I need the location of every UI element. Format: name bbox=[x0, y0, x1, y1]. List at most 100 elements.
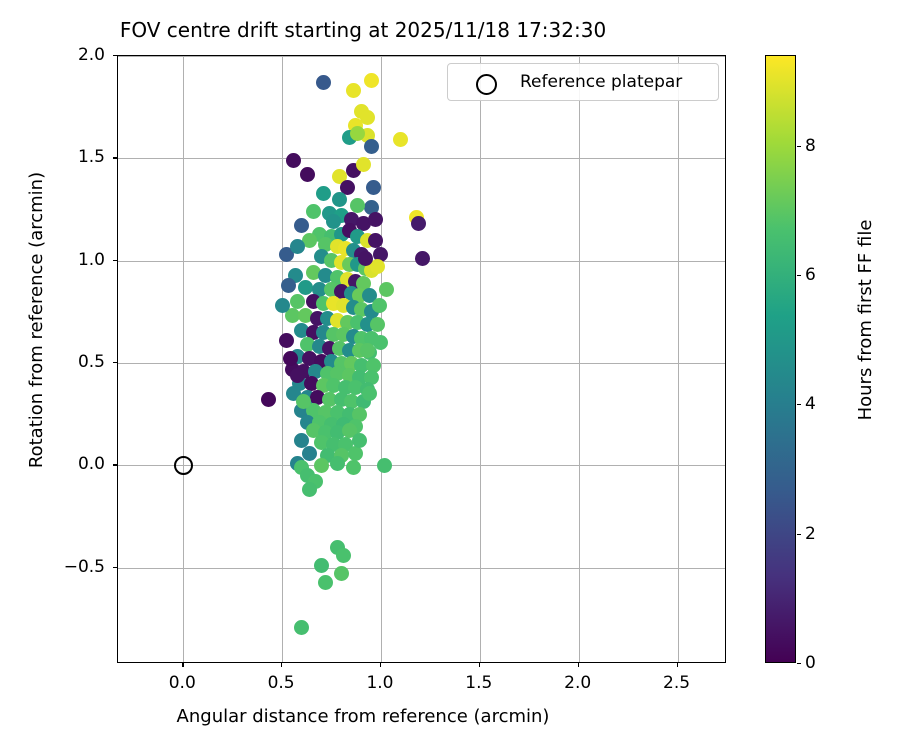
scatter-point bbox=[363, 73, 379, 89]
y-tick bbox=[113, 464, 117, 466]
colorbar-tick-label: 8 bbox=[805, 135, 816, 156]
y-gridline bbox=[118, 567, 725, 569]
scatter-point bbox=[304, 376, 320, 392]
scatter-point bbox=[333, 566, 349, 582]
scatter-point bbox=[345, 459, 361, 475]
scatter-point bbox=[306, 265, 322, 281]
x-tick-label: 1.0 bbox=[366, 673, 394, 693]
scatter-point bbox=[355, 156, 371, 172]
x-tick bbox=[379, 663, 382, 667]
y-gridline bbox=[118, 56, 725, 57]
scatter-point bbox=[379, 281, 395, 297]
colorbar-tick-label: 4 bbox=[805, 394, 816, 415]
scatter-point bbox=[302, 232, 318, 248]
scatter-point bbox=[335, 548, 351, 563]
y-tick-label: 0.0 bbox=[77, 454, 105, 475]
y-tick-label: 1.5 bbox=[77, 147, 105, 168]
y-tick bbox=[113, 259, 117, 261]
colorbar-gradient bbox=[766, 56, 795, 662]
legend-box[interactable]: Reference platepar bbox=[447, 63, 719, 101]
scatter-point bbox=[308, 363, 324, 379]
legend-circle-icon bbox=[476, 74, 497, 95]
scatter-point bbox=[357, 251, 373, 267]
scatter-point bbox=[314, 435, 330, 451]
colorbar bbox=[765, 55, 796, 663]
scatter-point bbox=[290, 367, 306, 383]
x-tick-label: 2.0 bbox=[564, 673, 592, 693]
scatter-point bbox=[369, 316, 385, 332]
scatter-point bbox=[306, 402, 322, 418]
scatter-point bbox=[300, 167, 316, 183]
scatter-point bbox=[322, 392, 338, 408]
x-tick-label: 0.0 bbox=[168, 673, 196, 693]
scatter-point bbox=[329, 404, 345, 420]
scatter-point bbox=[355, 275, 371, 291]
scatter-point bbox=[290, 238, 306, 254]
colorbar-tick-label: 0 bbox=[805, 653, 816, 673]
scatter-point bbox=[353, 357, 369, 373]
scatter-point bbox=[373, 247, 389, 263]
x-gridline bbox=[578, 56, 580, 662]
y-gridline bbox=[118, 465, 725, 467]
scatter-point bbox=[347, 380, 363, 396]
scatter-point bbox=[393, 132, 409, 148]
x-gridline bbox=[380, 56, 382, 662]
scatter-point bbox=[316, 75, 332, 91]
x-tick bbox=[478, 663, 481, 667]
scatter-point bbox=[329, 425, 345, 441]
scatter-point bbox=[302, 351, 318, 367]
scatter-point bbox=[284, 308, 300, 324]
scatter-point bbox=[290, 294, 306, 310]
scatter-point bbox=[343, 394, 359, 410]
y-gridline bbox=[118, 363, 725, 365]
y-tick bbox=[113, 566, 117, 569]
scatter-point bbox=[359, 343, 375, 359]
scatter-point bbox=[318, 267, 334, 283]
colorbar-tick bbox=[797, 404, 801, 406]
scatter-point bbox=[294, 322, 310, 338]
scatter-point bbox=[298, 308, 314, 324]
scatter-point bbox=[260, 392, 276, 408]
legend-label: Reference platepar bbox=[520, 72, 683, 92]
scatter-point bbox=[349, 197, 365, 213]
y-gridline bbox=[118, 158, 725, 160]
plot-axes bbox=[117, 55, 726, 663]
x-gridline bbox=[479, 56, 481, 662]
scatter-point bbox=[347, 445, 363, 461]
y-tick-label: 0.5 bbox=[77, 352, 105, 373]
scatter-point bbox=[331, 191, 347, 207]
scatter-point bbox=[318, 236, 334, 252]
x-tick bbox=[281, 663, 283, 667]
scatter-point bbox=[298, 279, 314, 295]
scatter-point bbox=[415, 251, 430, 267]
x-tick bbox=[577, 663, 579, 667]
scatter-point bbox=[371, 298, 387, 314]
scatter-point bbox=[274, 298, 290, 314]
scatter-point bbox=[326, 378, 342, 394]
scatter-point bbox=[300, 337, 316, 353]
scatter-point bbox=[359, 109, 375, 125]
scatter-point bbox=[361, 386, 377, 402]
scatter-point bbox=[286, 152, 302, 168]
colorbar-label: Hours from first FF file bbox=[855, 219, 876, 421]
reference-platepar-marker[interactable] bbox=[173, 455, 193, 475]
scatter-point bbox=[294, 619, 310, 635]
scatter-point bbox=[329, 455, 345, 471]
y-tick bbox=[113, 362, 117, 364]
scatter-point bbox=[302, 445, 318, 461]
scatter-point bbox=[329, 365, 345, 381]
x-tick-label: 0.5 bbox=[267, 673, 295, 693]
scatter-point bbox=[296, 394, 312, 410]
x-tick bbox=[182, 663, 184, 667]
scatter-point bbox=[306, 204, 322, 220]
scatter-point bbox=[363, 138, 379, 154]
scatter-point bbox=[314, 558, 330, 574]
scatter-point bbox=[361, 288, 377, 303]
y-tick-label: 1.0 bbox=[77, 249, 105, 270]
y-axis-label: Rotation from reference (arcmin) bbox=[26, 171, 47, 469]
x-gridline bbox=[183, 56, 185, 662]
scatter-point bbox=[365, 179, 381, 195]
x-axis-label: Angular distance from reference (arcmin) bbox=[176, 706, 550, 727]
colorbar-tick bbox=[797, 274, 801, 277]
